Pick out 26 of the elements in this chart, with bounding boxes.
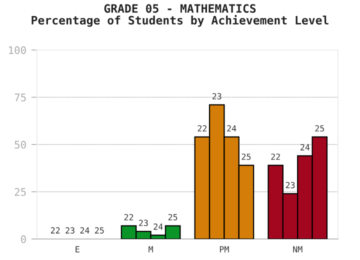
text: 22 [50, 227, 60, 234]
x-tick-label: NM [293, 246, 302, 252]
y-tick-label: 0 [20, 235, 26, 244]
text: 22 [271, 154, 280, 160]
chart-title: GRADE 05 - MATHEMATICS Percentage of Students by Achievement Level [32, 4, 328, 27]
text: 25 [95, 227, 104, 234]
text: 23 [139, 220, 148, 226]
y-tick-label: 25 [14, 188, 26, 196]
y-tick-label: 50 [14, 140, 26, 149]
series-label: 22 [198, 125, 206, 132]
y-tick-label: 75 [14, 94, 26, 102]
x-tick-label: E [76, 246, 80, 252]
text: 22 [124, 214, 134, 220]
text: 25 [168, 214, 178, 220]
text: 24 [80, 227, 90, 234]
text: 24 [300, 144, 310, 150]
series-label: 23 [286, 182, 295, 188]
series-label: 24 [154, 224, 163, 230]
text: 23 [212, 93, 222, 100]
series-label: 25 [242, 154, 251, 160]
x-tick-label: PM [220, 246, 229, 252]
text: 23 [66, 227, 74, 234]
text: 24 [227, 125, 236, 132]
x-tick-label: M [148, 246, 153, 252]
text: 25 [315, 125, 324, 132]
y-tick-label: 100 [9, 46, 26, 54]
